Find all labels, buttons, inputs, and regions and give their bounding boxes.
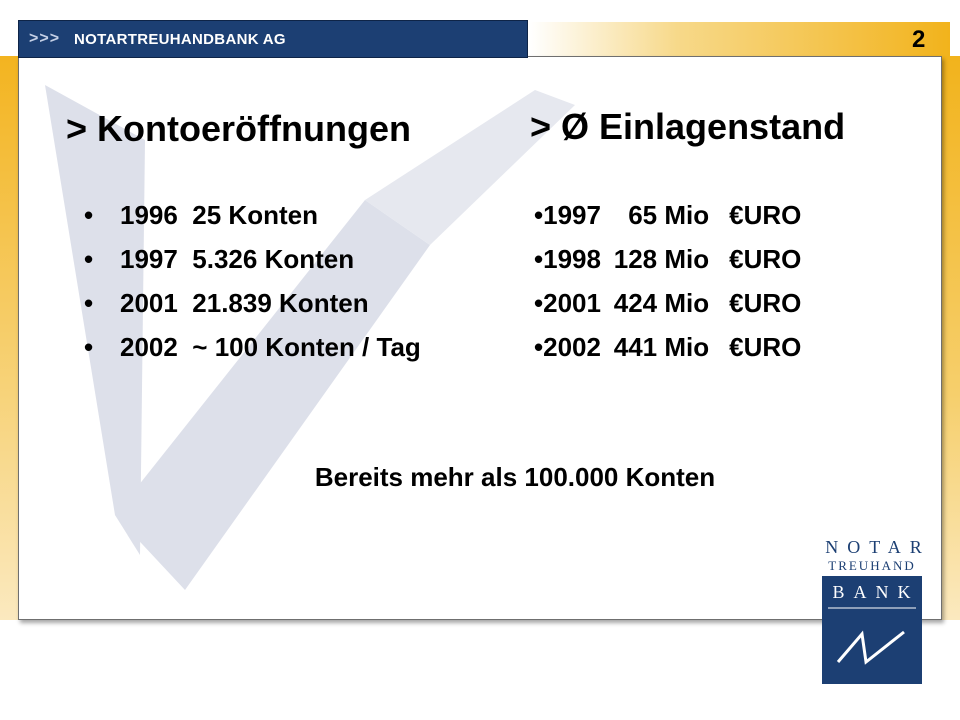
bullet-icon: •	[84, 332, 94, 362]
list-item: • 1996 25 Konten	[84, 193, 421, 237]
bullet-icon: •	[534, 332, 544, 362]
n-watermark-graphic	[45, 85, 575, 590]
heading-account-openings: > Kontoeröffnungen	[66, 108, 411, 149]
header-title: NOTARTREUHANDBANK AG	[74, 30, 286, 48]
list-item: •2001 424 Mio €URO	[534, 281, 801, 325]
logo-line-treuhand: TREUHAND	[828, 558, 916, 573]
list-item: •1998 128 Mio €URO	[534, 237, 801, 281]
bullet-icon: •	[534, 244, 544, 274]
year-label: 1998	[543, 244, 601, 274]
list-item: • 2001 21.839 Konten	[84, 281, 421, 325]
logo-line-bank: BANK	[832, 582, 920, 602]
bullet-icon: •	[84, 200, 94, 230]
year-label: 2002	[543, 332, 601, 362]
logo-line-notar: NOTAR	[825, 537, 931, 557]
list-item-text: 1996 25 Konten	[120, 200, 318, 230]
currency-label: €URO	[729, 332, 802, 362]
list-item: • 1997 5.326 Konten	[84, 237, 421, 281]
bullet-icon: •	[534, 288, 544, 318]
currency-label: €URO	[729, 244, 802, 274]
summary-text: Bereits mehr als 100.000 Konten	[314, 462, 716, 492]
gold-right-frame	[942, 56, 960, 620]
header-arrows: >>>	[29, 30, 61, 47]
amount-label: 424 Mio	[613, 288, 710, 318]
header-bar: >>> NOTARTREUHANDBANK AG	[18, 20, 528, 58]
bullet-icon: •	[534, 200, 544, 230]
page-number: 2	[912, 26, 926, 53]
amount-label: 128 Mio	[613, 244, 710, 274]
bullet-icon: •	[84, 244, 94, 274]
year-label: 1997	[543, 200, 601, 230]
gold-header-band	[530, 22, 950, 58]
bullet-icon: •	[84, 288, 94, 318]
list-item: •2002 441 Mio €URO	[534, 325, 801, 369]
list-item-text: 1997 5.326 Konten	[120, 244, 355, 274]
heading-average-deposits: > Ø Einlagenstand	[530, 106, 846, 147]
year-label: 2001	[543, 288, 601, 318]
logo-box: BANK	[822, 576, 922, 684]
amount-label: 441 Mio	[613, 332, 710, 362]
list-item: •1997 65 Mio €URO	[534, 193, 801, 237]
bank-logo: NOTAR TREUHAND BANK	[818, 537, 926, 687]
list-item-text: 2001 21.839 Konten	[120, 288, 369, 318]
amount-label: 65 Mio	[628, 200, 710, 230]
account-openings-list: • 1996 25 Konten • 1997 5.326 Konten • 2001…	[84, 193, 421, 369]
n-logo-icon	[828, 607, 916, 665]
currency-label: €URO	[729, 288, 802, 318]
gold-left-frame	[0, 56, 18, 620]
list-item: • 2002 ~ 100 Konten / Tag	[84, 325, 421, 369]
currency-label: €URO	[729, 200, 802, 230]
average-deposits-list: •1997 65 Mio €URO •1998 128 Mio €URO •2001 42…	[534, 193, 801, 369]
list-item-text: 2002 ~ 100 Konten / Tag	[120, 332, 421, 362]
